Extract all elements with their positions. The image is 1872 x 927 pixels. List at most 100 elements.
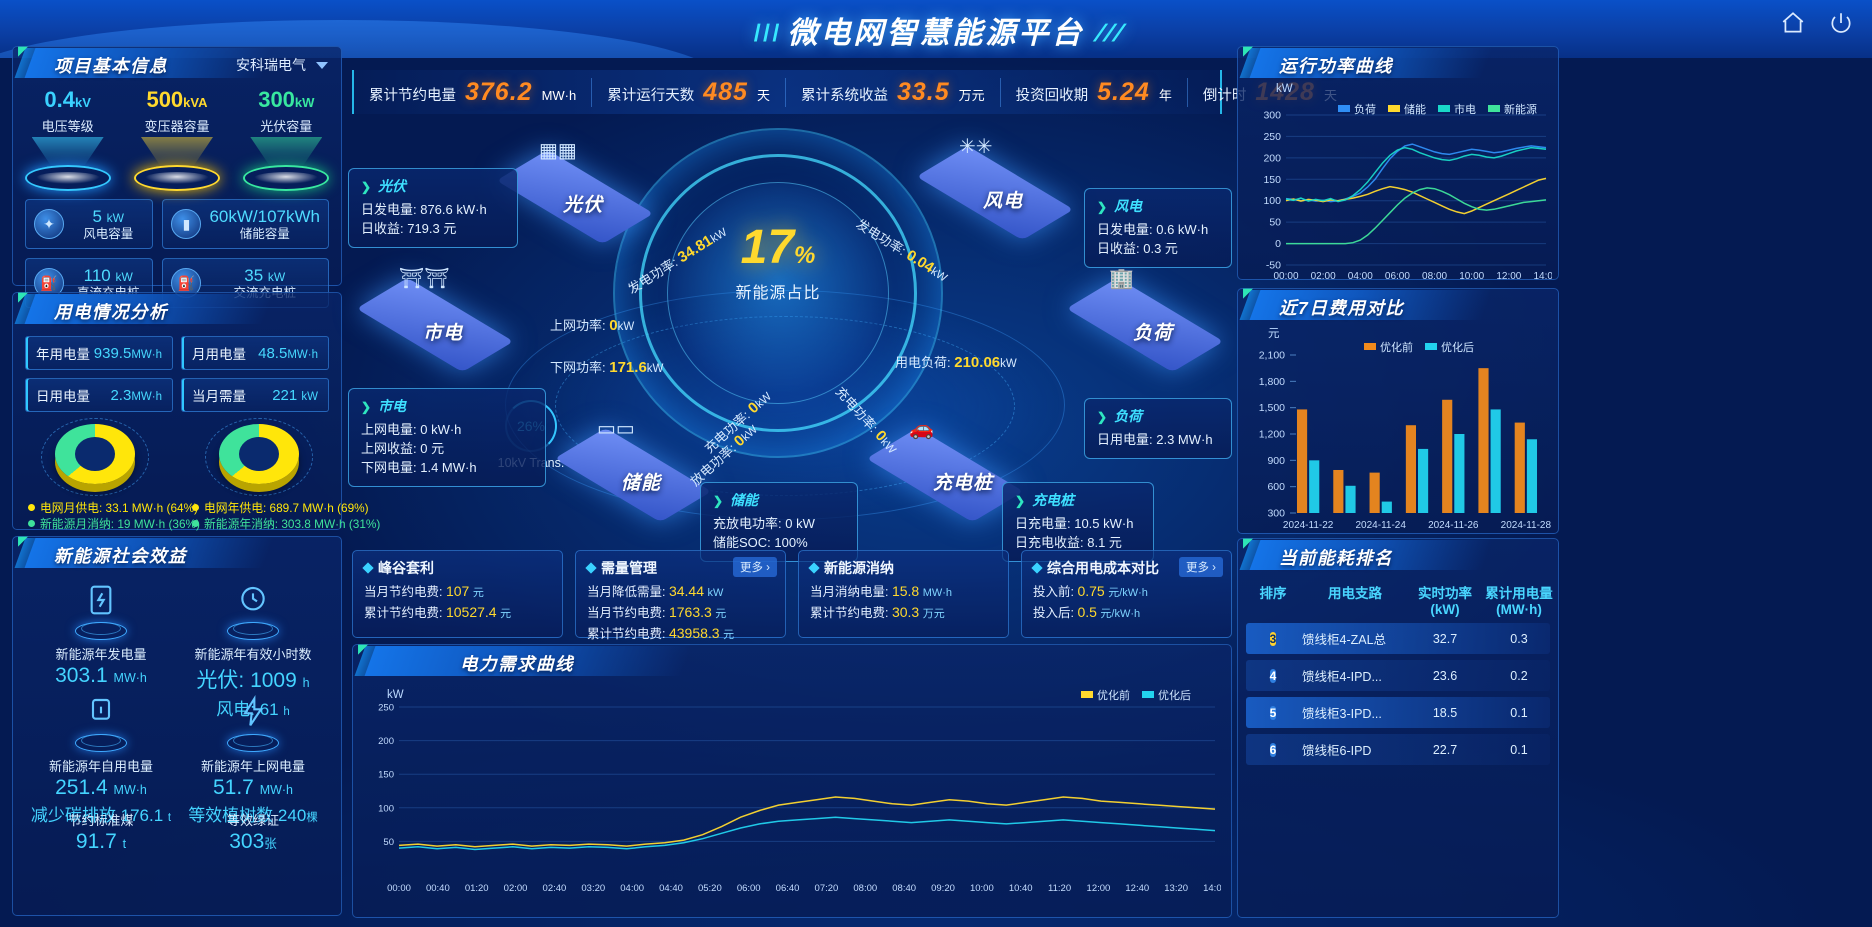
ring-middle xyxy=(639,154,917,432)
more-button[interactable]: 更多 › xyxy=(1178,557,1223,577)
flow-value: 0 xyxy=(609,317,618,334)
table-row[interactable]: 6 馈线柜6-IPD 22.7 0.1 xyxy=(1246,734,1550,766)
energy-flow-diagram: 17% 新能源占比 ▦▦ 光伏 ✳✳ 风电 ⛩⛩ 市电 🏢 负荷 ▭▭ 储能 🚗… xyxy=(345,120,1235,540)
legend-value-grid: 689.7 MW·h (69%) xyxy=(269,501,369,515)
capacity-value: 35 xyxy=(244,266,264,286)
more-button[interactable]: 更多 › xyxy=(732,557,777,577)
capacity-unit: kW xyxy=(106,211,124,226)
table-row[interactable]: 3 馈线柜4-ZAL总 32.7 0.3 xyxy=(1246,623,1550,655)
rank-energy: 0.1 xyxy=(1510,742,1528,757)
metric-card-demand-management: 需量管理 更多 › 当月降低需量: 34.44 kW 当月节约电费: 1763.… xyxy=(575,550,786,641)
rank-branch: 馈线柜4-IPD... xyxy=(1302,670,1382,685)
project-selector[interactable]: 安科瑞电气 xyxy=(236,55,328,75)
svg-text:1,200: 1,200 xyxy=(1259,429,1285,441)
new-energy-ratio-ring: 17% 新能源占比 xyxy=(613,128,943,458)
panel-title: 近7日费用对比 xyxy=(1279,298,1405,318)
svg-text:08:00: 08:00 xyxy=(1422,271,1447,282)
metric-label: 投入前: xyxy=(1033,585,1074,599)
gauge-pv: 300kW 光伏容量 xyxy=(236,88,336,191)
icon-pod xyxy=(227,622,279,640)
gauge-transformer: 500kVA 变压器容量 xyxy=(127,88,227,191)
corner-icon: ◤ xyxy=(18,289,28,304)
svg-text:-50: -50 xyxy=(1266,260,1281,272)
power-icon[interactable] xyxy=(1828,10,1854,41)
legend-swatch xyxy=(1364,343,1376,350)
usage-value: 48.5 xyxy=(258,344,288,362)
infobox-title: 储能 xyxy=(713,490,845,510)
flow-value: 210.06 xyxy=(954,354,1001,371)
gauge-label: 光伏容量 xyxy=(260,119,313,134)
metric-value: 34.44 xyxy=(668,583,705,599)
gauge-value: 500 xyxy=(146,87,184,112)
rank-energy: 0.1 xyxy=(1510,705,1528,720)
table-row[interactable]: 4 馈线柜4-IPD... 23.6 0.2 xyxy=(1246,660,1550,692)
benefit-extra-value: 176.1 xyxy=(120,806,164,825)
infobox-load: 负荷 日用电量: 2.3 MW·h xyxy=(1084,398,1232,459)
ev-charger-icon: 🚗 xyxy=(909,418,934,440)
node-load[interactable]: 🏢 负荷 xyxy=(1066,260,1224,373)
percent-label: 新能源占比 xyxy=(735,285,821,302)
node-storage[interactable]: ▭▭ 储能 xyxy=(554,410,712,523)
kpi-label: 倒计时 xyxy=(1202,87,1247,104)
wind-turbine-icon: ✦ xyxy=(34,209,64,239)
svg-text:2024-11-28: 2024-11-28 xyxy=(1501,520,1552,531)
kpi-label: 累计系统收益 xyxy=(800,87,888,104)
donut-ring xyxy=(41,418,149,496)
node-label: 充电桩 xyxy=(933,473,994,494)
capacity-value: 60kW/107kWh xyxy=(209,207,320,227)
panel-title: 新能源社会效益 xyxy=(54,546,187,566)
rank-col-energy: 累计用电量 (MW·h) xyxy=(1485,586,1553,617)
svg-text:1,500: 1,500 xyxy=(1259,402,1285,414)
percent-number: 17 xyxy=(740,221,795,274)
table-row[interactable]: 5 馈线柜3-IPD... 18.5 0.1 xyxy=(1246,697,1550,729)
node-label: 市电 xyxy=(423,323,464,344)
fee-legend: 优化前 优化后 xyxy=(1364,339,1474,355)
ring-inner xyxy=(667,182,889,404)
legend-dot-grid xyxy=(192,504,199,511)
svg-text:12:40: 12:40 xyxy=(1125,883,1149,894)
kpi-unit: 万元 xyxy=(958,87,985,103)
project-selector-value: 安科瑞电气 xyxy=(236,57,306,73)
benefit-extra-unit: t xyxy=(167,812,172,824)
benefit-pv-label: 光伏: xyxy=(196,669,245,692)
infobox-line: 日发电量: 0.6 kW·h xyxy=(1097,222,1209,237)
benefit-item-self-use: 新能源年自用电量 251.4 MW·h 减少碳排放 176.1 t xyxy=(27,694,175,825)
home-icon[interactable] xyxy=(1780,10,1806,41)
gauge-value: 300 xyxy=(258,87,295,112)
title-slash-left: \ \ \ xyxy=(748,20,781,47)
node-charger[interactable]: 🚗 充电桩 xyxy=(866,410,1024,523)
node-grid[interactable]: ⛩⛩ 市电 xyxy=(356,260,514,373)
legend-text: 新能源 xyxy=(1504,104,1537,116)
usage-label: 日用电量 xyxy=(36,389,90,404)
benefit-grid: 新能源年发电量 303.1 MW·h 新能源年有效小时数 光伏: 1009 h … xyxy=(13,572,341,914)
svg-text:06:00: 06:00 xyxy=(737,883,761,894)
panel-demand-curve: ◤ 电力需求曲线 kW 优化前 优化后 250 200 150 100 50 00:00 0… xyxy=(352,642,1232,918)
chevron-down-icon[interactable] xyxy=(316,61,328,69)
benefit-value: 51.7 xyxy=(212,776,254,799)
node-label: 光伏 xyxy=(563,195,604,216)
gauge-value: 0.4 xyxy=(44,87,75,112)
rank-badge: 3 xyxy=(1269,631,1277,646)
usage-label: 当月需量 xyxy=(192,389,246,404)
svg-text:02:00: 02:00 xyxy=(1311,271,1336,282)
legend-label-new: 新能源月消纳: xyxy=(40,517,115,531)
metric-label: 累计节约电费: xyxy=(810,606,889,620)
usage-unit: MW·h xyxy=(131,390,162,403)
metric-label: 累计节约电费: xyxy=(587,627,666,641)
rank-badge: 6 xyxy=(1269,742,1277,757)
svg-text:200: 200 xyxy=(1263,152,1281,164)
node-pv[interactable]: ▦▦ 光伏 xyxy=(496,132,654,245)
node-label: 风电 xyxy=(983,191,1024,212)
legend-text: 优化前 xyxy=(1380,342,1413,354)
icon-pod xyxy=(75,622,127,640)
flow-unit: kW xyxy=(617,321,635,333)
kpi-strip: 累计节约电量 376.2 MW·h 累计运行天数 485 天 累计系统收益 33… xyxy=(352,70,1337,114)
metric-value: 15.8 xyxy=(891,583,920,599)
flow-label: 上网功率: xyxy=(550,318,606,333)
legend-item-storage: 储能 xyxy=(1388,101,1426,117)
capacity-label: 风电容量 xyxy=(83,226,134,241)
metric-value: 107 xyxy=(445,583,470,599)
node-wind[interactable]: ✳✳ 风电 xyxy=(916,128,1074,241)
svg-text:04:00: 04:00 xyxy=(620,883,644,894)
legend-swatch xyxy=(1142,691,1154,698)
